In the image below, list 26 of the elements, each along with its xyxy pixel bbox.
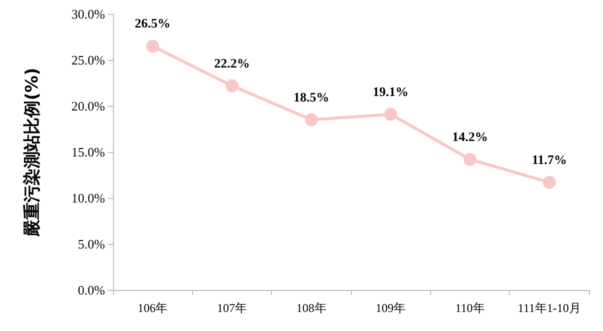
y-tick-label: 15.0%: [71, 144, 106, 160]
text: 19.1%: [372, 84, 409, 99]
x-tick-label: 110年: [455, 301, 485, 315]
text: 14.2%: [452, 128, 488, 144]
y-tick-label: 5.0%: [78, 236, 106, 252]
y-tick-label: 20.0%: [71, 98, 106, 114]
text: 22.2%: [214, 55, 250, 70]
x-tick-label: 108年: [296, 301, 326, 315]
text: 26.5%: [134, 16, 171, 31]
text: 11.7%: [532, 152, 567, 167]
point: [542, 176, 556, 189]
y-axis-title: 嚴重污染測站比例(%): [22, 68, 42, 238]
y-tick-label: 25.0%: [71, 52, 106, 68]
point: [464, 152, 476, 166]
x-tick-label: 111年1-10月: [518, 301, 581, 315]
point: [226, 79, 238, 92]
y-tick-label: 30.0%: [71, 6, 106, 22]
point: [146, 40, 160, 53]
point: [384, 108, 398, 121]
y-tick-label: 10.0%: [71, 190, 106, 206]
x-tick-label: 109年: [376, 301, 406, 315]
x-tick-label: 107年: [217, 301, 247, 315]
y-tick-label: 0.0%: [78, 282, 106, 298]
x-tick-label: 106年: [138, 301, 168, 315]
point: [304, 113, 318, 126]
text: 18.5%: [293, 89, 330, 104]
